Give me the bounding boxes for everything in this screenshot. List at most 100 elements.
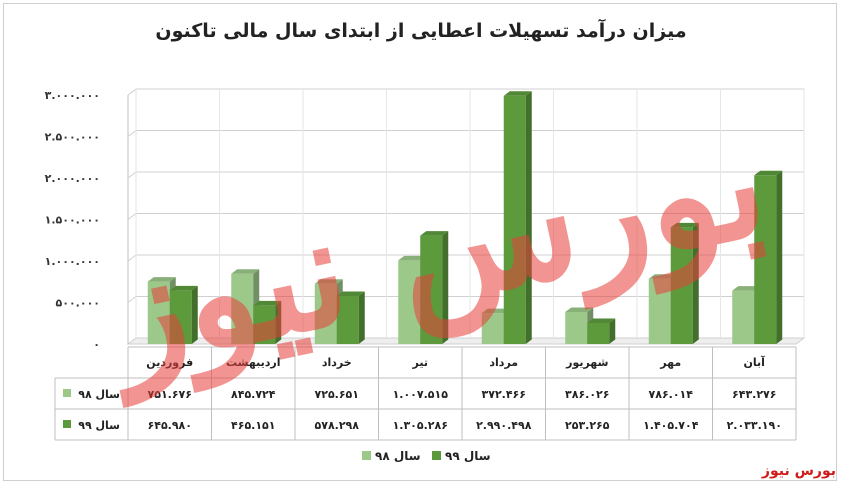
bar-top (670, 222, 699, 228)
bar-front (481, 313, 504, 344)
gridline-depth (127, 88, 137, 96)
chart-title: میزان درآمد تسهیلات اعطایی از ابتدای سال… (155, 20, 687, 42)
bar-top (314, 279, 343, 284)
bar-top (147, 277, 176, 282)
bar-front (732, 290, 755, 344)
y-axis: ۰ ۵۰۰.۰۰۰ ۱.۰۰۰.۰۰۰ ۱.۵۰۰.۰۰۰ ۲.۰۰۰.۰۰۰ ۲.۵۰۰… (45, 89, 100, 351)
y-tick-label: ۵۰۰.۰۰۰ (56, 297, 100, 310)
bar-front (147, 281, 170, 344)
gridline-depth (127, 254, 137, 262)
bar-front (565, 311, 588, 344)
category-label: خرداد (322, 356, 352, 369)
bar-front (169, 290, 192, 344)
gridline-depth (127, 213, 137, 220)
bar-top (565, 307, 594, 312)
category-label: فروردین (146, 356, 193, 369)
y-tick-label: ۲.۰۰۰.۰۰۰ (45, 172, 100, 185)
table-value: ۴۶۵.۱۵۱ (231, 419, 275, 432)
bar-top (169, 285, 198, 291)
bar-front (648, 278, 671, 344)
table-value: ۱.۳۰۵.۲۸۶ (393, 419, 448, 432)
legend-swatch-99 (432, 451, 441, 460)
bar-front (670, 227, 693, 344)
bar-top (231, 269, 260, 274)
data-table: فروردین ۷۵۱.۶۷۶ ۶۴۵.۹۸۰ اردیبهشت ۸۴۵.۷۲۴ ۴۶۵.… (54, 346, 797, 441)
bar-top (648, 274, 677, 279)
gridline-depth (127, 130, 137, 137)
y-tick-label: ۳.۰۰۰.۰۰۰ (45, 89, 100, 102)
bar-side (692, 222, 699, 344)
table-value: ۵۷۸.۲۹۸ (315, 419, 360, 432)
category-label: مهر (659, 356, 681, 369)
y-tick-label: ۲.۵۰۰.۰۰۰ (45, 131, 100, 144)
bar-front (253, 305, 276, 344)
legend-label-98: سال ۹۸ (375, 449, 421, 463)
gridline-depth (127, 171, 137, 179)
table-value: ۱.۰۰۷.۵۱۵ (393, 388, 449, 401)
bar-side (442, 231, 449, 344)
gridline-depth (127, 296, 137, 303)
table-value: ۸۴۵.۷۲۴ (231, 388, 276, 401)
category-label: شهریور (565, 356, 608, 369)
bar-front (231, 273, 254, 344)
bar-top (253, 300, 282, 306)
bar-top (732, 286, 761, 291)
bar-side (525, 91, 532, 344)
bar-top (754, 170, 783, 176)
y-tick-label: ۱.۰۰۰.۰۰۰ (45, 255, 100, 268)
category-label: تیر (412, 356, 428, 369)
bar-99 (754, 170, 783, 344)
bar-side (776, 170, 783, 344)
bars (147, 91, 783, 344)
bar-99 (420, 231, 449, 344)
bar-front (314, 283, 337, 344)
bar-front (398, 260, 421, 344)
bar-99 (503, 91, 532, 344)
table-series-name: سال ۹۹ (78, 419, 120, 432)
bar-99 (336, 291, 365, 344)
bar-top (336, 291, 365, 297)
bar-side (275, 300, 282, 344)
bar-top (587, 318, 616, 323)
chart-frame (3, 3, 837, 481)
table-value: ۶۴۳.۲۷۶ (732, 388, 776, 401)
category-label: مرداد (489, 356, 518, 369)
bar-front (754, 175, 777, 344)
bar-top (503, 91, 532, 96)
table-value: ۶۴۵.۹۸۰ (148, 419, 192, 432)
category-label: اردیبهشت (226, 356, 280, 369)
table-value: ۱.۴۰۵.۷۰۴ (643, 419, 699, 432)
bar-side (609, 318, 616, 344)
y-tick-label: ۱.۵۰۰.۰۰۰ (45, 214, 100, 227)
table-series-name: سال ۹۸ (78, 388, 120, 401)
bar-top (420, 231, 449, 236)
brand-logo: بورس نیوز (761, 463, 836, 479)
legend: سال ۹۸ سال ۹۹ (362, 449, 491, 463)
table-value: ۲۵۳.۲۶۵ (565, 419, 610, 432)
table-series-swatch (63, 420, 71, 428)
bar-top (481, 308, 510, 314)
bar-99 (670, 222, 699, 344)
table-value: ۷۸۶.۰۱۴ (649, 388, 694, 401)
y-tick-label: ۰ (93, 338, 100, 351)
legend-swatch-98 (362, 451, 371, 460)
bar-front (503, 95, 526, 344)
table-value: ۲.۹۹۰.۴۹۸ (476, 419, 532, 432)
bar-side (191, 285, 198, 344)
bar-99 (253, 300, 282, 344)
legend-label-99: سال ۹۹ (445, 449, 491, 463)
category-label: آبان (744, 355, 766, 369)
table-value: ۷۵۱.۶۷۶ (148, 388, 192, 401)
bar-side (358, 291, 365, 344)
bar-top (398, 255, 427, 261)
table-value: ۲.۰۳۳.۱۹۰ (727, 419, 782, 432)
table-series-swatch (63, 389, 71, 397)
bar-99 (587, 318, 616, 344)
table-value: ۳۸۶.۰۲۶ (565, 388, 609, 401)
bar-99 (169, 285, 198, 344)
table-value: ۳۷۲.۴۶۶ (482, 388, 526, 401)
bar-front (420, 235, 443, 344)
bar-front (587, 322, 610, 344)
bar-front (336, 296, 359, 344)
